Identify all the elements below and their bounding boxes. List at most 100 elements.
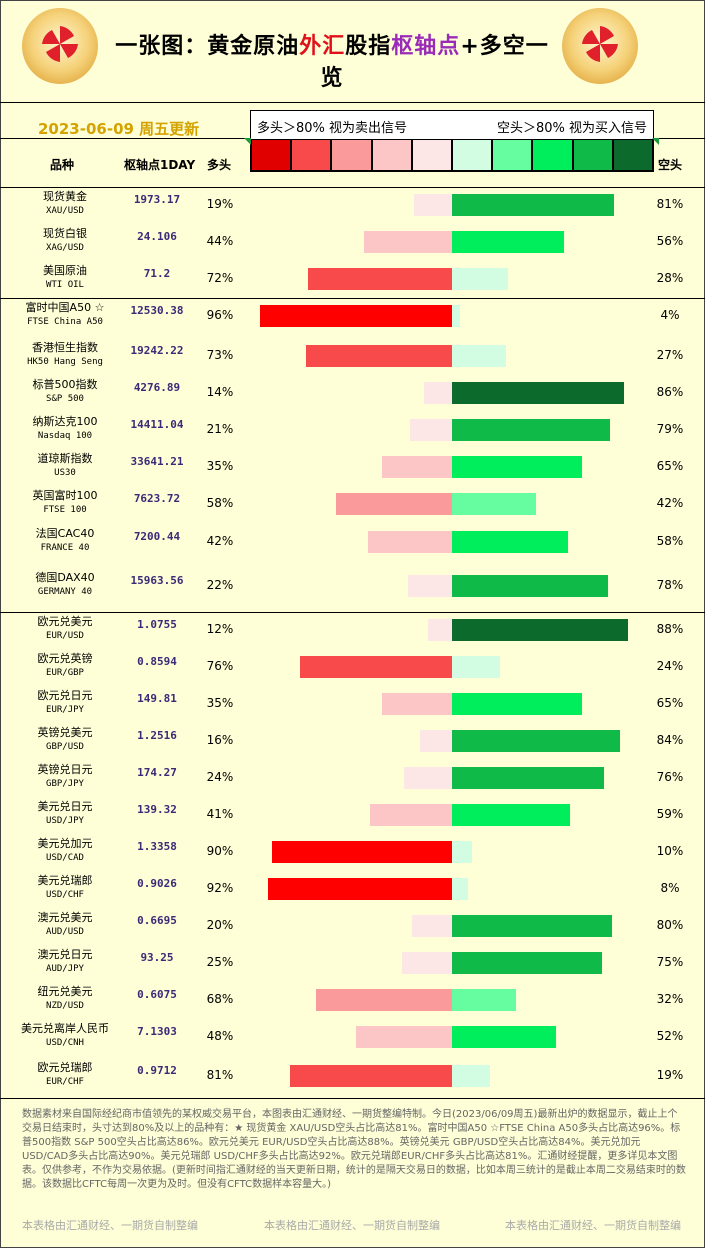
symbol-cn: 纽元兑美元 xyxy=(37,985,93,998)
pivot-value: 139.32 xyxy=(137,803,177,816)
long-percent: 58% xyxy=(206,496,234,510)
symbol-name: 澳元兑美元 AUD/USD xyxy=(0,911,130,939)
symbol-cn: 现货黄金 xyxy=(43,190,87,203)
short-bar xyxy=(452,767,604,789)
short-bar xyxy=(452,231,564,253)
symbol-code: FRANCE 40 xyxy=(40,543,90,553)
symbol-cn: 香港恒生指数 xyxy=(32,341,98,354)
table-row: 欧元兑日元 EUR/JPY 149.81 35% 65% xyxy=(0,686,705,723)
symbol-code: EUR/GBP xyxy=(46,668,84,678)
short-bar xyxy=(452,345,506,367)
long-percent: 92% xyxy=(206,881,234,895)
symbol-code: WTI OIL xyxy=(46,280,84,290)
symbol-code: HK50 Hang Seng xyxy=(27,357,103,367)
legend-swatch xyxy=(251,139,292,171)
long-bar xyxy=(308,268,452,290)
table-row: 纳斯达克100 Nasdaq 100 14411.04 21% 79% xyxy=(0,412,705,449)
footer-credit: 本表格由汇通财经、一期货自制整编 xyxy=(505,1219,681,1232)
legend-box: 多头＞80% 视为卖出信号 空头＞80% 视为买入信号 xyxy=(250,110,654,172)
title-segment: 股指 xyxy=(345,34,392,59)
marker-triangle xyxy=(244,138,251,145)
divider xyxy=(0,187,705,188)
symbol-code: EUR/USD xyxy=(46,631,84,641)
long-percent: 41% xyxy=(206,807,234,821)
long-percent: 73% xyxy=(206,348,234,362)
long-bar xyxy=(336,493,452,515)
long-percent: 42% xyxy=(206,534,234,548)
legend-long-signal: 多头＞80% 视为卖出信号 xyxy=(257,121,408,136)
pivot-value: 0.6695 xyxy=(137,914,177,927)
short-percent: 56% xyxy=(656,234,684,248)
pivot-value: 1973.17 xyxy=(133,193,181,206)
symbol-cn: 纳斯达克100 xyxy=(32,415,98,428)
col-header-long: 多头 xyxy=(207,158,232,172)
symbol-code: GBP/JPY xyxy=(46,779,84,789)
symbol-name: 香港恒生指数 HK50 Hang Seng xyxy=(0,341,130,369)
long-percent: 48% xyxy=(206,1029,234,1043)
short-bar xyxy=(452,194,614,216)
symbol-code: FTSE China A50 xyxy=(27,317,103,327)
symbol-cn: 澳元兑日元 xyxy=(37,948,93,961)
table-row: 标普500指数 S&P 500 4276.89 14% 86% xyxy=(0,375,705,412)
symbol-name: 富时中国A50 ☆ FTSE China A50 xyxy=(0,301,130,329)
symbol-code: XAU/USD xyxy=(46,206,84,216)
long-percent: 35% xyxy=(206,696,234,710)
page-title: 一张图：黄金原油外汇股指枢轴点+多空一览 xyxy=(104,28,560,92)
symbol-cn: 美国原油 xyxy=(43,264,87,277)
long-bar xyxy=(414,194,452,216)
legend-swatch xyxy=(371,139,412,171)
pivot-value: 15963.56 xyxy=(130,574,184,587)
symbol-name: 欧元兑美元 EUR/USD xyxy=(0,615,130,643)
symbol-cn: 道琼斯指数 xyxy=(37,452,93,465)
long-percent: 14% xyxy=(206,385,234,399)
long-percent: 68% xyxy=(206,992,234,1006)
short-percent: 88% xyxy=(656,622,684,636)
table-row: 富时中国A50 ☆ FTSE China A50 12530.38 96% 4% xyxy=(0,298,705,335)
pivot-value: 149.81 xyxy=(137,692,177,705)
short-bar xyxy=(452,730,620,752)
symbol-code: NZD/USD xyxy=(46,1001,84,1011)
legend-color-scale xyxy=(251,139,654,171)
symbol-cn: 欧元兑日元 xyxy=(37,689,93,702)
short-percent: 76% xyxy=(656,770,684,784)
pinwheel-icon xyxy=(582,26,618,62)
brand-logo-right xyxy=(562,8,638,84)
short-percent: 10% xyxy=(656,844,684,858)
legend-swatch xyxy=(532,139,573,171)
symbol-cn: 澳元兑美元 xyxy=(37,911,93,924)
long-bar xyxy=(316,989,452,1011)
symbol-name: 纳斯达克100 Nasdaq 100 xyxy=(0,415,130,443)
legend-swatch xyxy=(452,139,493,171)
title-segment: 枢轴点 xyxy=(391,34,461,59)
long-percent: 35% xyxy=(206,459,234,473)
pinwheel-icon xyxy=(42,26,78,62)
table-row: 英国富时100 FTSE 100 7623.72 58% 42% xyxy=(0,486,705,523)
short-percent: 19% xyxy=(656,1068,684,1082)
legend-swatch xyxy=(612,139,654,171)
table-row: 美元兑日元 USD/JPY 139.32 41% 59% xyxy=(0,797,705,834)
short-bar xyxy=(452,915,612,937)
symbol-name: 纽元兑美元 NZD/USD xyxy=(0,985,130,1013)
symbol-name: 美元兑离岸人民币 USD/CNH xyxy=(0,1022,130,1050)
short-bar xyxy=(452,531,568,553)
pivot-value: 12530.38 xyxy=(130,304,184,317)
pivot-value: 4276.89 xyxy=(133,381,181,394)
short-percent: 32% xyxy=(656,992,684,1006)
short-bar xyxy=(452,382,624,404)
short-percent: 8% xyxy=(660,881,680,895)
symbol-cn: 美元兑离岸人民币 xyxy=(21,1022,109,1035)
symbol-name: 道琼斯指数 US30 xyxy=(0,452,130,480)
symbol-cn: 美元兑日元 xyxy=(37,800,93,813)
short-bar xyxy=(452,1065,490,1087)
short-percent: 65% xyxy=(656,696,684,710)
short-bar xyxy=(452,619,628,641)
pivot-value: 7200.44 xyxy=(133,530,181,543)
long-bar xyxy=(382,693,452,715)
table-row: 澳元兑美元 AUD/USD 0.6695 20% 80% xyxy=(0,908,705,945)
symbol-name: 英镑兑日元 GBP/JPY xyxy=(0,763,130,791)
symbol-name: 英国富时100 FTSE 100 xyxy=(0,489,130,517)
marker-triangle xyxy=(652,138,659,145)
short-percent: 24% xyxy=(656,659,684,673)
update-date: 2023-06-09 周五更新 xyxy=(38,120,200,138)
symbol-cn: 德国DAX40 xyxy=(35,571,95,584)
